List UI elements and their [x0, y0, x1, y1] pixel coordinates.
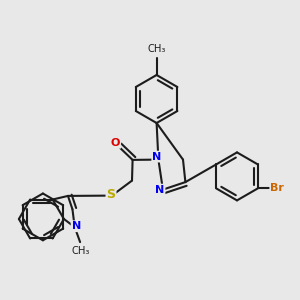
Text: Br: Br: [270, 183, 284, 194]
Text: N: N: [152, 152, 161, 162]
Text: S: S: [106, 188, 116, 201]
Text: N: N: [155, 184, 164, 195]
Text: O: O: [111, 138, 120, 148]
Text: CH₃: CH₃: [71, 246, 90, 256]
Text: CH₃: CH₃: [147, 44, 166, 54]
Text: N: N: [72, 221, 81, 231]
